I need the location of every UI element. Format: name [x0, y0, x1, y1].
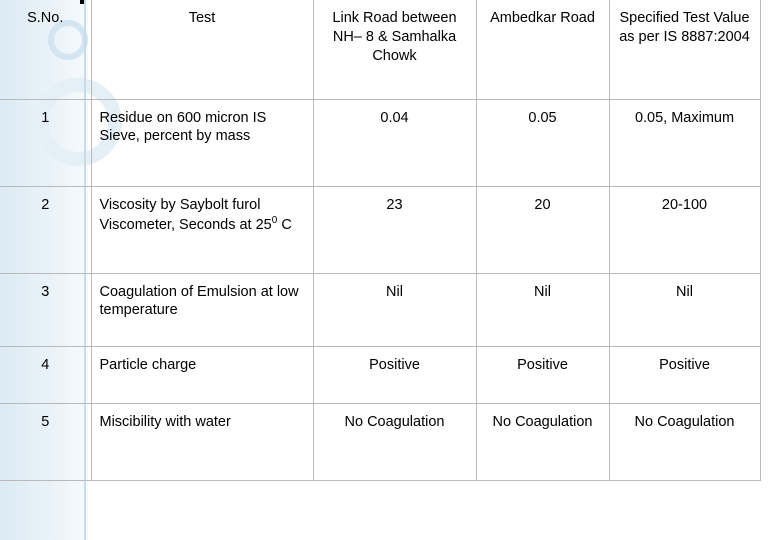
table-row: 4 Particle charge Positive Positive Posi…: [0, 346, 761, 404]
degree-superscript: 0: [271, 215, 278, 227]
table-row: 3 Coagulation of Emulsion at low tempera…: [0, 273, 761, 347]
cell-text: No Coagulation: [344, 413, 445, 430]
cell-link-road: No Coagulation: [313, 403, 477, 481]
table-row: 1 Residue on 600 micron IS Sieve, percen…: [0, 99, 761, 187]
table-row: 5 Miscibility with water No Coagulation …: [0, 403, 761, 481]
cell-text: 0.05, Maximum: [634, 109, 735, 126]
cell-ambedkar-road: No Coagulation: [476, 403, 610, 481]
degree-unit: C: [277, 217, 292, 234]
cell-test: Viscosity by Saybolt furol Viscometer, S…: [91, 186, 314, 274]
cell-specified-value: No Coagulation: [609, 403, 761, 481]
cell-text: No Coagulation: [634, 413, 735, 430]
cell-text: 23: [386, 196, 403, 213]
cell-text: 1: [41, 109, 50, 126]
cell-text: Miscibility with water: [99, 413, 231, 430]
header-cell-link-road: Link Road between NH– 8 & Samhalka Chowk: [313, 0, 477, 100]
cell-text: 4: [41, 356, 50, 373]
cell-link-road: Positive: [313, 346, 477, 404]
cell-text: Particle charge: [99, 356, 197, 373]
cell-text: Residue on 600 micron IS Sieve, percent …: [99, 109, 267, 145]
cell-test: Residue on 600 micron IS Sieve, percent …: [91, 99, 314, 187]
cell-test: Miscibility with water: [91, 403, 314, 481]
cell-text: 0.04: [380, 109, 409, 126]
cell-text: No Coagulation: [492, 413, 593, 430]
cell-specified-value: Nil: [609, 273, 761, 347]
cell-sno: 4: [0, 346, 92, 404]
cell-text: 3: [41, 283, 50, 300]
cell-sno: 2: [0, 186, 92, 274]
cell-text: Nil: [676, 283, 693, 300]
header-cell-ambedkar-road: Ambedkar Road: [476, 0, 610, 100]
cell-sno: 1: [0, 99, 92, 187]
header-label: S.No.: [27, 10, 64, 26]
cell-text: 20: [534, 196, 551, 213]
cell-text: Positive: [517, 356, 568, 373]
cell-text: 2: [41, 196, 50, 213]
header-cell-specified-value: Specified Test Value as per IS 8887:2004: [609, 0, 761, 100]
cell-text-wrap: Viscosity by Saybolt furol Viscometer, S…: [92, 187, 313, 240]
header-cell-sno: S.No.: [0, 0, 92, 100]
cell-specified-value: 0.05, Maximum: [609, 99, 761, 187]
header-cell-test: Test: [91, 0, 314, 100]
header-label: Ambedkar Road: [490, 10, 595, 26]
cell-sno: 3: [0, 273, 92, 347]
cell-specified-value: 20-100: [609, 186, 761, 274]
cell-text: Viscosity by Saybolt furol Viscometer, S…: [99, 196, 272, 234]
test-results-table-wrap: S.No. Test Link Road between NH– 8 & Sam…: [0, 0, 761, 481]
table-header-row: S.No. Test Link Road between NH– 8 & Sam…: [0, 0, 761, 100]
cell-text: Nil: [386, 283, 403, 300]
table-row: 2 Viscosity by Saybolt furol Viscometer,…: [0, 186, 761, 274]
cell-ambedkar-road: Nil: [476, 273, 610, 347]
header-label: Link Road between NH– 8 & Samhalka Chowk: [332, 10, 457, 64]
cell-text: 5: [41, 413, 50, 430]
cell-ambedkar-road: 20: [476, 186, 610, 274]
cell-text: Coagulation of Emulsion at low temperatu…: [99, 283, 299, 319]
cell-link-road: Nil: [313, 273, 477, 347]
cell-specified-value: Positive: [609, 346, 761, 404]
corner-mark: [80, 0, 84, 4]
header-label: Test: [188, 10, 216, 26]
cell-text: 20-100: [661, 196, 708, 213]
cell-test: Particle charge: [91, 346, 314, 404]
cell-ambedkar-road: Positive: [476, 346, 610, 404]
test-results-table: S.No. Test Link Road between NH– 8 & Sam…: [0, 0, 761, 481]
cell-text: Positive: [369, 356, 420, 373]
cell-text: Nil: [534, 283, 551, 300]
cell-test: Coagulation of Emulsion at low temperatu…: [91, 273, 314, 347]
cell-sno: 5: [0, 403, 92, 481]
cell-ambedkar-road: 0.05: [476, 99, 610, 187]
cell-link-road: 23: [313, 186, 477, 274]
cell-text: 0.05: [528, 109, 557, 126]
cell-link-road: 0.04: [313, 99, 477, 187]
cell-text: Positive: [659, 356, 710, 373]
header-label: Specified Test Value as per IS 8887:2004: [619, 10, 750, 45]
